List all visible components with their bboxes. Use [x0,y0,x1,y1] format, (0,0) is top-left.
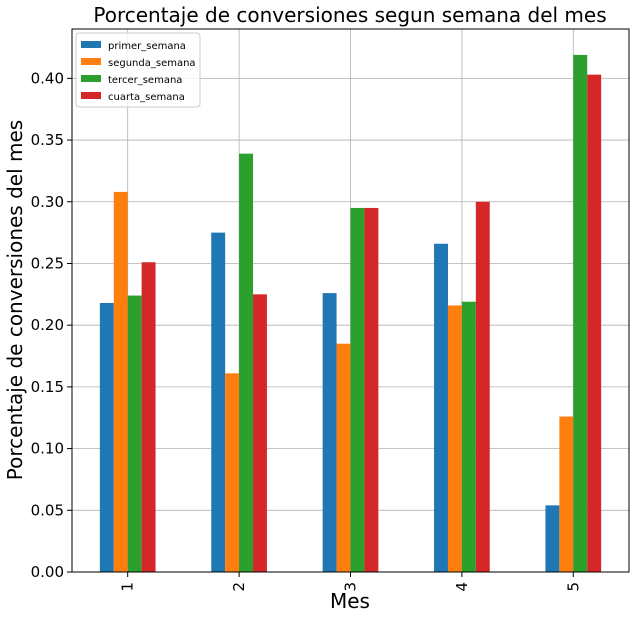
legend-swatch [81,41,101,48]
y-tick-label: 0.10 [31,440,64,458]
bar-segunda_semana-5 [559,416,574,572]
x-tick-label: 3 [342,582,360,592]
bar-tercer_semana-4 [461,301,476,572]
bar-tercer_semana-3 [350,207,365,572]
legend-swatch [81,75,101,82]
chart-title: Porcentaje de conversiones segun semana … [93,3,606,27]
x-tick-label: 2 [230,582,248,592]
bar-cuarta_semana-3 [364,207,379,572]
bar-tercer_semana-2 [239,153,254,572]
bars [99,54,602,573]
bar-cuarta_semana-2 [253,294,267,572]
y-axis-label: Porcentaje de conversiones del mes [3,120,27,480]
legend-swatch [81,92,101,99]
x-tick-label: 1 [119,582,137,592]
y-tick-label: 0.00 [31,563,64,581]
bar-primer_semana-2 [211,232,226,572]
legend: primer_semana segunda_semana tercer_semana… [75,32,201,108]
bar-segunda_semana-4 [447,305,462,572]
y-tick-label: 0.30 [31,193,64,211]
legend-swatch [81,58,101,65]
x-tick-label: 5 [564,582,582,592]
legend-label: primer_semana [108,41,186,52]
x-axis-label: Mes [330,589,370,613]
y-tick-label: 0.25 [31,254,64,272]
y-tick-label: 0.05 [31,501,64,519]
bar-segunda_semana-3 [336,343,351,572]
bar-primer_semana-3 [322,293,337,572]
y-tick-label: 0.35 [31,131,64,149]
bar-cuarta_semana-5 [587,74,602,572]
y-tick-label: 0.20 [31,316,64,334]
bar-primer_semana-5 [545,505,560,572]
bar-primer_semana-1 [99,302,114,572]
y-tick-label: 0.40 [31,69,64,87]
bar-cuarta_semana-1 [141,262,156,572]
bar-cuarta_semana-4 [475,201,490,573]
y-tick-label: 0.15 [31,378,64,396]
x-axis-ticks: 1 2 3 4 5 [119,572,582,592]
bar-segunda_semana-2 [225,373,240,572]
y-axis-ticks: 0.00 0.05 0.10 0.15 0.20 0.25 0.30 0.35 0.40 [31,69,72,581]
legend-label: segunda_semana [108,58,196,69]
bar-segunda_semana-1 [113,191,128,572]
legend-label: cuarta_semana [108,92,185,103]
legend-label: tercer_semana [108,75,182,86]
legend-box [75,32,201,108]
bar-primer_semana-4 [434,243,448,572]
bar-tercer_semana-5 [573,54,588,573]
x-tick-label: 4 [453,582,471,592]
bar-tercer_semana-1 [127,295,142,572]
